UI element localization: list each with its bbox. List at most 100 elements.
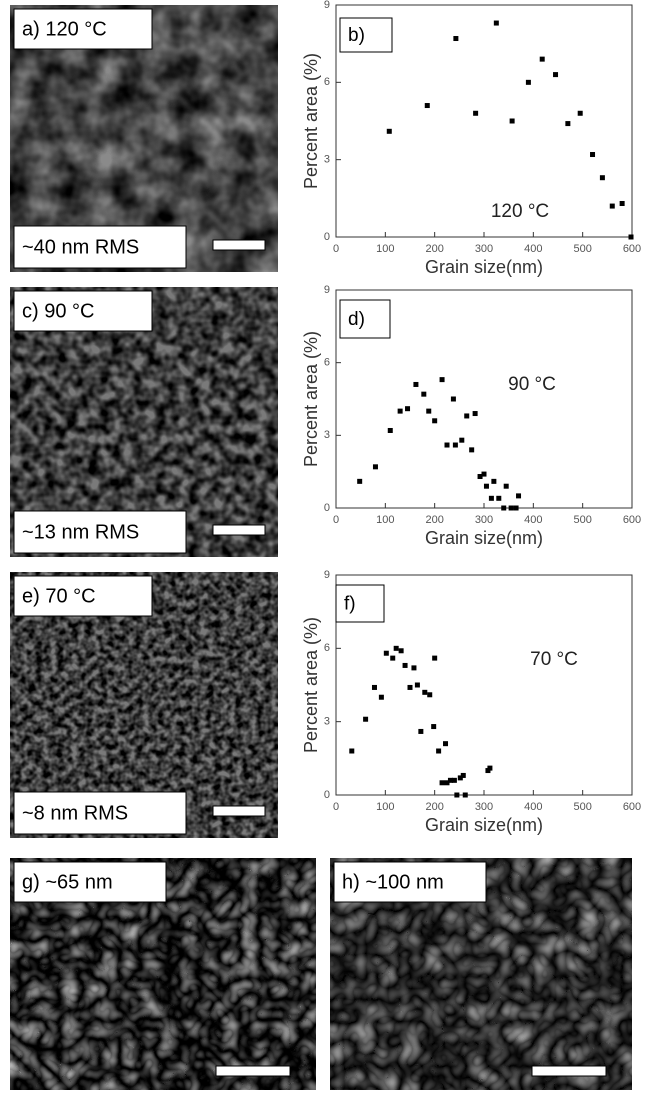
rms-box	[13, 225, 187, 269]
x-tick-label: 300	[475, 514, 493, 526]
point	[411, 665, 417, 671]
y-axis-label: Percent area (%)	[301, 617, 321, 753]
point	[464, 413, 470, 419]
point	[483, 483, 489, 489]
point	[472, 411, 478, 417]
x-tick-label: 500	[573, 243, 591, 255]
panel-label: b)	[348, 25, 365, 46]
point	[432, 418, 438, 424]
point	[481, 471, 487, 477]
point	[390, 655, 396, 661]
point	[459, 437, 465, 443]
chart: 0 100 200 300 400 500 600 0 3 6 9 Grain size(nm) Per…	[301, 0, 641, 277]
panel-label-box	[339, 17, 393, 53]
point	[432, 655, 438, 661]
point	[444, 442, 450, 448]
y-tick-label: 0	[324, 502, 330, 514]
point	[393, 645, 399, 651]
panel-label: g) ~65 nm	[22, 871, 113, 893]
y-tick-label: 3	[324, 429, 330, 441]
x-tick-label: 200	[425, 801, 443, 813]
x-tick-label: 100	[376, 243, 394, 255]
point	[462, 792, 468, 798]
point	[407, 684, 413, 690]
panel-label-box	[339, 299, 391, 339]
point	[451, 777, 457, 783]
point	[418, 728, 424, 734]
y-axis-label: Percent area (%)	[301, 53, 321, 189]
point	[525, 79, 531, 85]
annotation: 90 °C	[508, 374, 556, 395]
label-box	[333, 861, 487, 903]
point	[496, 495, 502, 501]
x-tick-label: 500	[573, 801, 591, 813]
point	[398, 648, 404, 654]
label-box	[13, 861, 167, 903]
point	[460, 772, 466, 778]
point	[509, 118, 515, 124]
plot-frame	[335, 574, 633, 796]
point	[421, 391, 427, 397]
x-axis-label: Grain size(nm)	[425, 257, 543, 277]
panel-label-box	[335, 584, 385, 623]
panel-label: a) 120 °C	[22, 18, 107, 40]
point	[473, 110, 479, 116]
point	[516, 493, 522, 499]
point	[503, 483, 509, 489]
point	[386, 128, 392, 134]
x-tick-label: 400	[524, 801, 542, 813]
x-tick-label: 600	[623, 514, 641, 526]
rms-box	[13, 791, 187, 835]
point	[443, 741, 449, 747]
scale-bar	[531, 1065, 607, 1077]
point	[439, 780, 445, 786]
panel-label: e) 70 °C	[22, 585, 96, 607]
label-box	[13, 575, 153, 617]
point	[513, 505, 519, 511]
scale-bar	[212, 239, 266, 251]
point	[539, 56, 545, 62]
point	[444, 780, 450, 786]
panel-label: f)	[344, 594, 356, 615]
x-tick-label: 200	[425, 514, 443, 526]
x-tick-label: 0	[333, 243, 339, 255]
point	[488, 495, 494, 501]
x-tick-label: 600	[623, 243, 641, 255]
point	[493, 20, 499, 26]
x-axis-label: Grain size(nm)	[425, 528, 543, 548]
point	[469, 447, 475, 453]
point	[363, 716, 369, 722]
point	[439, 377, 445, 383]
point	[453, 36, 459, 42]
x-tick-label: 300	[475, 801, 493, 813]
y-tick-label: 9	[324, 284, 330, 296]
chart: 0 100 200 300 400 500 600 0 3 6 9 Grain size(nm) Per…	[301, 569, 641, 835]
rms-label: ~13 nm RMS	[22, 521, 139, 543]
annotation: 70 °C	[530, 649, 578, 670]
rms-box	[13, 510, 187, 554]
y-tick-label: 6	[324, 76, 330, 88]
x-tick-label: 200	[425, 243, 443, 255]
x-tick-label: 600	[623, 801, 641, 813]
y-tick-label: 6	[324, 642, 330, 654]
point	[349, 748, 355, 754]
point	[450, 396, 456, 402]
y-tick-label: 0	[324, 789, 330, 801]
x-tick-label: 400	[524, 243, 542, 255]
point	[422, 689, 428, 695]
point	[477, 474, 483, 480]
label-box	[13, 8, 153, 50]
y-tick-label: 3	[324, 716, 330, 728]
point	[414, 682, 420, 688]
point	[405, 406, 411, 412]
point	[436, 748, 442, 754]
point	[402, 662, 408, 668]
y-tick-label: 9	[324, 569, 330, 581]
point	[565, 121, 571, 127]
point	[431, 724, 437, 730]
point	[501, 505, 507, 511]
point	[457, 775, 463, 781]
panel-label: h) ~100 nm	[342, 871, 444, 893]
point	[454, 792, 460, 798]
